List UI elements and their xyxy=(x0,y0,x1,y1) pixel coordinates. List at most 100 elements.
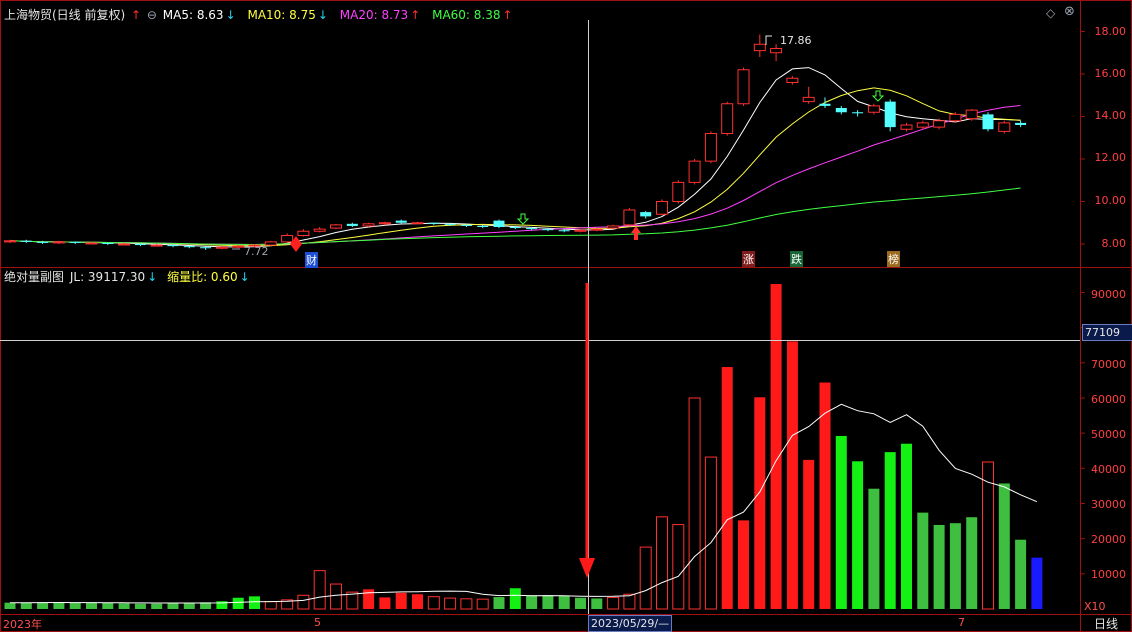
ma5-line xyxy=(9,67,1021,248)
volume-bar xyxy=(297,594,310,610)
volume-bar xyxy=(1031,557,1043,609)
low-price-label: 7.72 xyxy=(244,245,269,258)
candle-body-down xyxy=(493,220,505,227)
candle-body-down xyxy=(428,222,440,224)
volume-bar xyxy=(738,520,749,609)
annotation-arrowhead xyxy=(579,558,595,578)
candle-body-up xyxy=(949,113,962,122)
stock-title[interactable]: 上海物贸(日线 前复权) xyxy=(4,8,126,22)
candle-body-up xyxy=(150,244,163,247)
candle-body-up xyxy=(281,235,294,243)
volume-bar xyxy=(933,524,945,609)
ma10-label: MA10: 8.75 xyxy=(247,8,316,22)
candle-body-down xyxy=(346,223,358,226)
volume-axis-label: 30000 xyxy=(1091,498,1126,511)
volume-bar xyxy=(623,593,636,610)
candle-body-down xyxy=(444,223,456,225)
time-axis-month: 5 xyxy=(314,616,321,629)
volume-bar xyxy=(558,595,570,609)
volume-bar xyxy=(884,452,896,609)
ma20-label: MA20: 8.73 xyxy=(339,8,409,22)
volume-bar xyxy=(4,602,16,609)
volume-bar xyxy=(412,594,423,609)
candle-body-up xyxy=(232,245,245,248)
price-axis-label: 16.00 xyxy=(1094,67,1127,80)
candle-body-up xyxy=(264,241,277,246)
volume-bar xyxy=(721,367,733,609)
volume-axis-label: 40000 xyxy=(1091,463,1126,476)
ma-collapse-icon[interactable]: ⊖ xyxy=(146,8,157,22)
candle-body-up xyxy=(737,69,750,105)
dragon-tiger-marker[interactable]: 榜 xyxy=(887,251,900,267)
volume-bar xyxy=(444,597,457,610)
volume-axis-label: 50000 xyxy=(1091,428,1126,441)
volume-bar xyxy=(949,523,961,609)
candle-body-up xyxy=(998,122,1011,132)
volume-bar xyxy=(200,602,212,609)
candle-body-up xyxy=(313,228,326,232)
candle-body-up xyxy=(672,181,685,202)
price-axis-label: 10.00 xyxy=(1094,194,1127,207)
candle-body-down xyxy=(982,114,994,130)
candle-body-up xyxy=(623,209,636,226)
candle-body-up xyxy=(721,103,734,134)
candle-body-down xyxy=(20,240,32,242)
limit-up-marker[interactable]: 涨 xyxy=(742,251,755,267)
chart-header: 上海物贸(日线 前复权) ↑ ⊖ MA5: 8.63 ↓ MA10: 8.75 ↓ … xyxy=(4,6,515,23)
volume-bar xyxy=(688,397,701,610)
candle-body-up xyxy=(52,241,65,244)
volume-bar xyxy=(591,598,603,609)
volume-bar xyxy=(86,602,97,609)
volume-axis-label: 10000 xyxy=(1091,568,1126,581)
candle-body-down xyxy=(1015,122,1027,125)
ma60-label: MA60: 8.38 xyxy=(432,8,501,22)
candle-body-up xyxy=(590,228,603,231)
volume-bar xyxy=(167,603,179,609)
candle-body-up xyxy=(933,120,946,128)
high-price-pointer xyxy=(765,35,772,45)
volume-bar xyxy=(102,603,114,609)
candle-body-up xyxy=(867,105,880,113)
volume-bar xyxy=(460,598,473,610)
candle-body-up xyxy=(786,77,799,83)
candle-body-down xyxy=(69,241,81,243)
volume-bar xyxy=(575,597,586,609)
candle-body-down xyxy=(167,245,179,247)
high-price-label: 17.86 xyxy=(780,34,812,47)
volume-title[interactable]: 绝对量副图 xyxy=(4,270,65,284)
candle-body-up xyxy=(118,243,131,246)
candle-body-down xyxy=(102,242,114,244)
volume-bar xyxy=(330,583,342,610)
close-icon[interactable]: ⊗ xyxy=(1064,4,1075,19)
volume-bar xyxy=(639,546,652,610)
sell-arrow-icon xyxy=(871,90,885,102)
volume-bar xyxy=(770,284,782,609)
down-arrow-icon: ↓ xyxy=(147,270,158,284)
volume-axis-label: 90000 xyxy=(1091,288,1126,301)
up-arrow-icon: ↑ xyxy=(502,8,513,22)
diamond-icon[interactable]: ◇ xyxy=(1046,6,1056,20)
volume-bar xyxy=(1015,539,1027,609)
candle-body-up xyxy=(965,109,978,120)
volume-bar xyxy=(754,397,766,609)
volume-bar xyxy=(151,603,163,609)
volume-bar xyxy=(53,602,65,609)
volume-bar xyxy=(118,603,130,609)
candle-body-down xyxy=(37,241,49,243)
volume-bar xyxy=(982,461,994,610)
candle-body-down xyxy=(852,112,864,114)
ratio-label: 缩量比: 0.60 xyxy=(167,270,238,284)
period-label[interactable]: 日线 xyxy=(1094,617,1119,631)
limit-down-marker[interactable]: 跌 xyxy=(790,251,803,267)
candle-body-down xyxy=(395,220,407,223)
volume-axis-label: 60000 xyxy=(1091,393,1126,406)
volume-bar xyxy=(427,596,440,610)
candle-body-up xyxy=(4,240,16,243)
candle-body-down xyxy=(477,225,489,227)
volume-bar xyxy=(134,603,146,609)
price-axis-label: 12.00 xyxy=(1094,151,1127,164)
finance-marker[interactable]: 财 xyxy=(305,252,318,268)
volume-bar xyxy=(868,488,880,609)
